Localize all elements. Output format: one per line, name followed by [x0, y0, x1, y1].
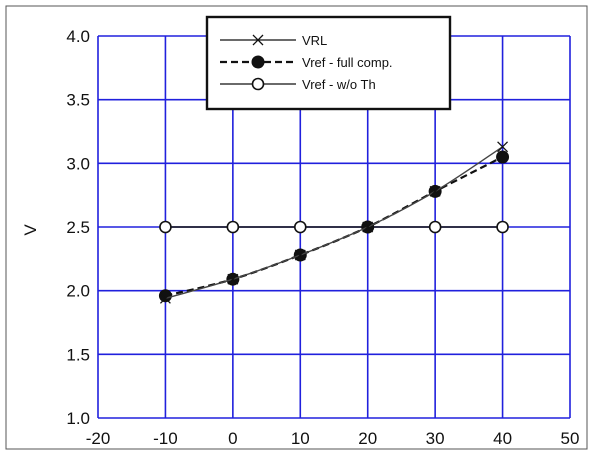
series-vrl-marker: [159, 292, 171, 304]
legend-label: Vref - w/o Th: [302, 77, 376, 92]
x-tick-label: 50: [561, 429, 580, 448]
series-vrl-marker: [227, 273, 239, 285]
x-tick-label: 20: [358, 429, 377, 448]
y-tick-label: 1.5: [66, 345, 90, 364]
series-group: [158, 141, 510, 304]
legend-vref-wo-th-marker: [251, 77, 265, 91]
series-vrl: [159, 141, 509, 304]
legend-vref-full-comp-marker: [251, 55, 265, 69]
legend-item-vref-full-comp: Vref - full comp.: [220, 55, 393, 70]
series-vref-wo-th-marker: [159, 220, 172, 234]
legend: VRL Vref - full comp. Vref - w/o Th: [205, 15, 452, 111]
legend-vrl-marker: [252, 34, 264, 46]
legend-label: VRL: [302, 33, 327, 48]
x-tick-label: 30: [426, 429, 445, 448]
y-tick-label: 1.0: [66, 409, 90, 428]
series-vrl-marker: [497, 141, 509, 153]
legend-item-vref-wo-th: Vref - w/o Th: [220, 77, 376, 92]
y-tick-labels: 1.0 1.5 2.0 2.5 3.0 3.5 4.0: [66, 27, 90, 428]
legend-item-vrl: VRL: [220, 33, 327, 48]
series-vref-full-comp-marker: [158, 289, 172, 303]
y-tick-label: 2.5: [66, 218, 90, 237]
x-tick-label: 40: [493, 429, 512, 448]
series-vrl-marker: [429, 185, 441, 197]
x-tick-label: -10: [153, 429, 178, 448]
y-axis-label: V: [21, 224, 40, 236]
series-vref-wo-th-marker: [428, 220, 442, 234]
x-tick-labels: -20 -10 0 10 20 30 40 50: [86, 429, 580, 448]
series-vrl-line: [165, 146, 503, 299]
y-tick-label: 2.0: [66, 282, 90, 301]
x-tick-label: 10: [291, 429, 310, 448]
y-tick-label: 4.0: [66, 27, 90, 46]
y-tick-label: 3.0: [66, 154, 90, 173]
series-vrl-marker: [294, 249, 306, 261]
series-vref-wo-th: [159, 220, 509, 234]
x-tick-label: 0: [228, 429, 237, 448]
series-vref-wo-th-marker: [226, 220, 240, 234]
figure-border: [5, 5, 588, 450]
series-vref-wo-th-marker: [293, 220, 307, 234]
series-vrl-marker: [362, 221, 374, 233]
x-tick-label: -20: [86, 429, 111, 448]
y-tick-label: 3.5: [66, 91, 90, 110]
series-vref-wo-th-marker: [496, 220, 509, 234]
series-vref-full-comp-marker: [496, 150, 510, 164]
legend-label: Vref - full comp.: [302, 55, 393, 70]
